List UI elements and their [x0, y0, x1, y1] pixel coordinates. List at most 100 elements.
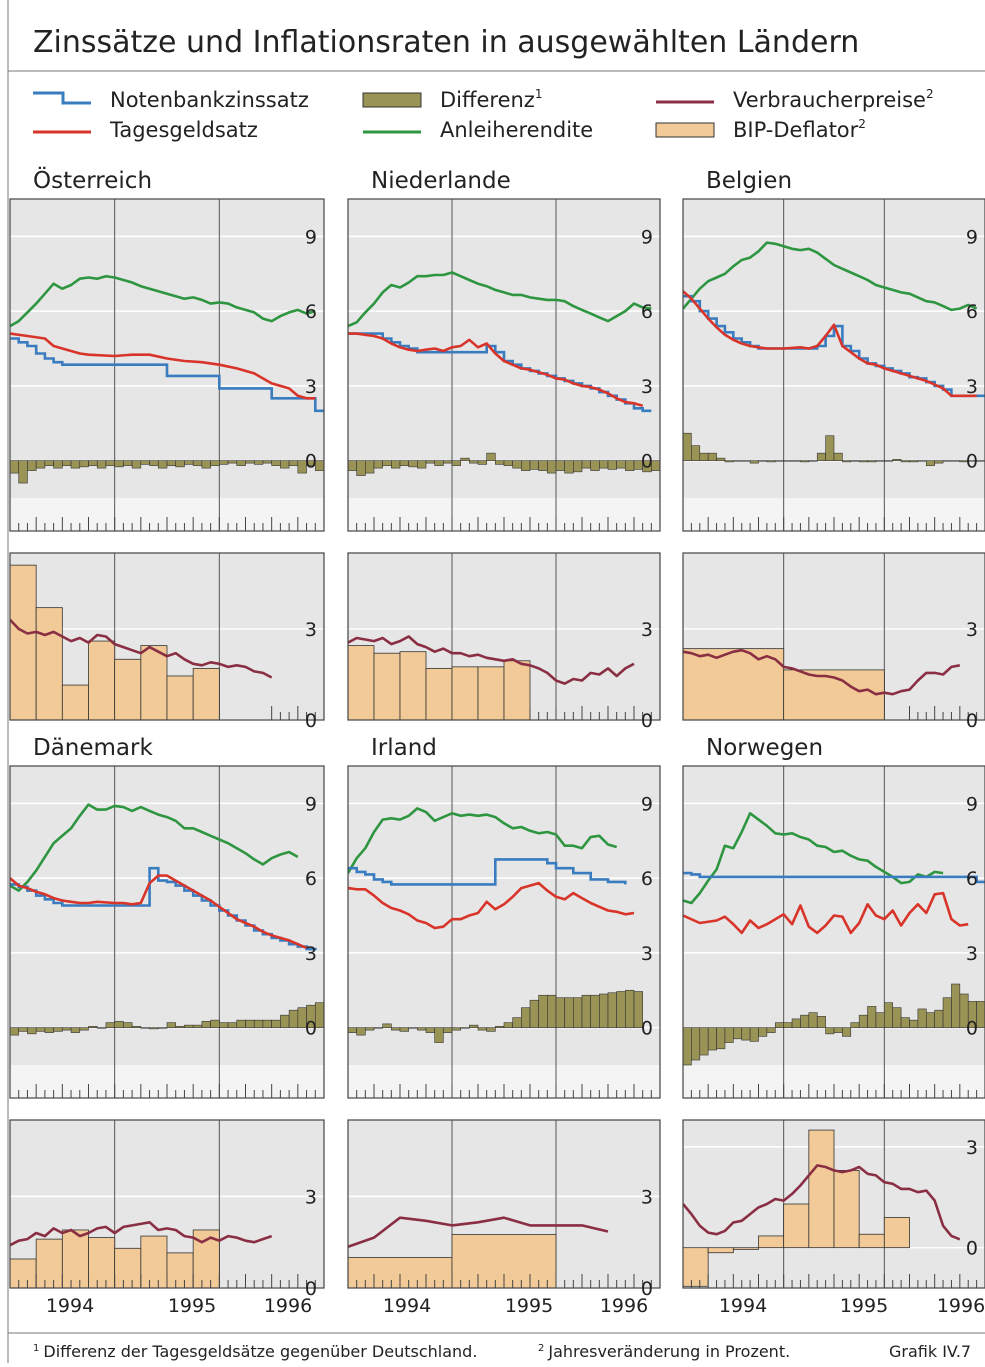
differenz-bar	[70, 460, 81, 469]
panels: Österreich963030Niederlande963030Belgien…	[9, 166, 985, 1300]
panel-title: Belgien	[706, 168, 792, 194]
differenz-bar	[934, 1009, 944, 1028]
panel-title: Irland	[371, 735, 437, 761]
legend-label-sup: 2	[926, 87, 934, 101]
y-tick-label: 0	[641, 1278, 653, 1300]
y-tick-label: 9	[641, 793, 653, 815]
bip-deflator-bar	[10, 564, 37, 720]
differenz-bar	[53, 1027, 63, 1032]
upper-panel-bg	[348, 199, 660, 531]
differenz-bar	[633, 991, 643, 1028]
differenz-bar	[842, 460, 852, 463]
y-tick-label: 6	[641, 868, 653, 890]
y-tick-label: 0	[305, 710, 317, 732]
differenz-bar	[434, 460, 444, 466]
differenz-bar	[79, 1027, 89, 1031]
differenz-bar	[477, 1027, 487, 1031]
anleiherendite-line	[10, 274, 316, 328]
upper-panel	[10, 199, 324, 531]
y-tick-label: 6	[966, 868, 978, 890]
legend-swatch-deflator	[655, 122, 715, 138]
y-tick-label: 3	[305, 619, 317, 641]
notenbankzinssatz-step	[683, 871, 985, 884]
differenz-bar	[512, 460, 522, 469]
differenz-bar	[749, 1027, 759, 1042]
differenz-bar	[192, 1024, 203, 1028]
differenz-bar	[573, 460, 583, 473]
y-tick-label: 3	[966, 943, 978, 965]
differenz-bar	[149, 460, 159, 466]
differenz-bar	[79, 460, 89, 468]
panel-österreich: Österreich 9 6 3 0 3 0	[9, 166, 325, 732]
differenz-bar	[184, 1024, 194, 1028]
differenz-bar	[157, 1027, 168, 1029]
differenz-bar	[783, 1022, 793, 1028]
bip-deflator-bar	[833, 1170, 860, 1249]
lower-panel-frame	[682, 1119, 985, 1289]
bip-deflator-bar	[425, 667, 453, 720]
differenz-bar	[884, 460, 894, 462]
differenz-bar	[942, 460, 952, 462]
lower-panel	[348, 553, 660, 720]
differenz-bar	[297, 460, 307, 474]
differenz-bar	[699, 452, 709, 461]
legend-swatch-notenbank	[33, 91, 91, 105]
bip-deflator-bar	[35, 607, 63, 720]
differenz-bar	[236, 1019, 246, 1028]
y-tick-label: 9	[305, 226, 317, 248]
upper-panel-frame	[347, 765, 661, 1099]
panel-title: Niederlande	[371, 168, 511, 194]
differenz-bar	[70, 1027, 81, 1033]
differenz-bar	[783, 460, 793, 462]
differenz-bar	[166, 460, 177, 466]
differenz-bar	[683, 432, 692, 461]
differenz-bar	[538, 994, 548, 1028]
differenz-bar	[382, 1023, 392, 1028]
differenz-bar	[512, 1017, 522, 1028]
differenz-bar	[850, 460, 860, 462]
differenz-bar	[253, 460, 264, 465]
lower-panel-frame	[9, 552, 325, 721]
differenz-bar	[140, 460, 150, 465]
footnote-2: 2 Jahresveränderung in Prozent.	[538, 1342, 790, 1361]
upper-panel	[10, 766, 324, 1098]
tagesgeldsatz-line	[348, 332, 644, 408]
tagesgeldsatz-line	[10, 874, 308, 950]
y-tick-label: 9	[305, 793, 317, 815]
differenz-bar	[149, 1027, 159, 1030]
differenz-bar	[503, 460, 513, 466]
differenz-bar	[236, 460, 246, 466]
differenz-bar	[443, 460, 453, 464]
differenz-bar	[599, 993, 609, 1028]
y-tick-label: 3	[305, 1186, 317, 1208]
differenz-bar	[460, 1027, 470, 1029]
legend-label-text: Anleiherendite	[440, 118, 593, 142]
legend-label-text: Notenbankzinssatz	[110, 88, 309, 112]
bip-deflator-bar	[683, 1247, 709, 1287]
differenz-bar	[114, 1021, 124, 1028]
differenz-bar	[800, 460, 810, 463]
differenz-bar	[166, 1022, 177, 1028]
notenbankzinssatz-step	[10, 337, 324, 413]
differenz-bar	[942, 997, 952, 1028]
differenz-bar	[521, 460, 531, 471]
differenz-bar	[741, 1027, 751, 1041]
differenz-bar	[529, 460, 539, 470]
differenz-bar	[219, 1022, 229, 1028]
differenz-bar	[219, 460, 229, 465]
differenz-bar	[271, 460, 281, 466]
bip-deflator-bar	[166, 1252, 194, 1288]
differenz-bar	[356, 1027, 366, 1036]
upper-panel-bg	[10, 766, 324, 1098]
differenz-bar	[88, 460, 98, 466]
y-tick-label: 0	[966, 710, 978, 732]
x-tick-label-1995: 1995	[168, 1295, 216, 1317]
x-tick-label-1994: 1994	[719, 1295, 767, 1317]
differenz-bar	[184, 460, 194, 465]
differenz-bar	[62, 1027, 72, 1031]
differenz-bar	[917, 460, 927, 462]
differenz-bar	[245, 1019, 255, 1028]
differenz-bar	[280, 460, 290, 469]
upper-panel-frame	[9, 198, 325, 532]
